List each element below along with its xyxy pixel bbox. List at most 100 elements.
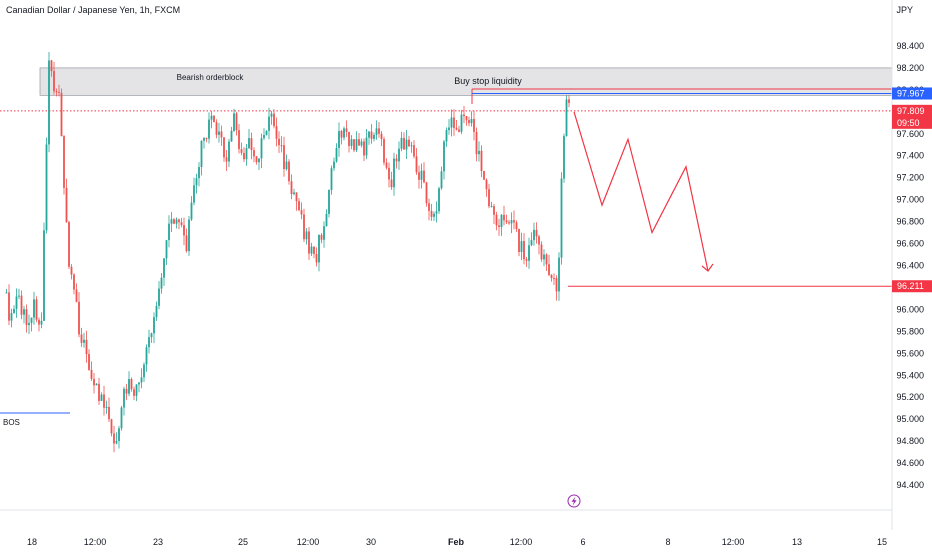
- candle-body: [193, 185, 195, 203]
- candle-body: [20, 295, 23, 315]
- bos-label: BOS: [3, 418, 20, 427]
- candle-body: [513, 220, 515, 223]
- candle-body: [88, 354, 90, 370]
- x-tick-label: 13: [792, 537, 802, 547]
- candle-body: [175, 219, 178, 224]
- candle-body: [353, 139, 355, 151]
- candle-body: [510, 220, 513, 224]
- candle-body: [465, 116, 468, 121]
- chart-title: Canadian Dollar / Japanese Yen, 1h, FXCM: [6, 5, 181, 15]
- candle-body: [423, 170, 425, 183]
- candle-body: [455, 127, 458, 130]
- y-tick-label: 94.800: [896, 436, 924, 446]
- candle-body: [560, 178, 563, 258]
- x-tick-label: 30: [366, 537, 376, 547]
- candle-body: [105, 407, 108, 409]
- candle-body: [45, 144, 48, 231]
- candle-body: [343, 128, 345, 138]
- candle-body: [308, 231, 310, 254]
- candle-body: [350, 139, 353, 146]
- candle-body: [440, 171, 443, 189]
- candle-body: [460, 114, 463, 132]
- candle-body: [170, 219, 173, 224]
- candle-body: [103, 394, 105, 408]
- candle-body: [188, 219, 190, 252]
- x-tick-label: 8: [665, 537, 670, 547]
- candle-body: [450, 117, 453, 128]
- candle-body: [258, 158, 260, 163]
- candle-body: [523, 241, 525, 260]
- candle-body: [268, 116, 270, 131]
- candle-body: [215, 122, 218, 135]
- y-tick-label: 97.200: [896, 173, 924, 183]
- candle-body: [180, 222, 183, 226]
- candle-body: [285, 161, 288, 170]
- candle-body: [348, 131, 350, 146]
- candle-body: [155, 305, 158, 318]
- candle-body: [158, 288, 160, 306]
- projection-path: [573, 111, 709, 272]
- candle-body: [245, 148, 248, 160]
- price-tags: 97.967 97.809 09:50 96.211: [892, 87, 932, 293]
- blue-price-tag: 97.967: [897, 88, 925, 98]
- zone-layer: Bearish orderblock: [39, 67, 893, 96]
- candle-body: [140, 377, 143, 383]
- candle-body: [53, 71, 55, 92]
- candle-body: [533, 229, 535, 241]
- candle-body: [30, 317, 33, 323]
- candle-body: [405, 139, 408, 150]
- level-layer: Buy stop liquidity BOS: [0, 76, 892, 427]
- x-tick-label: 18: [27, 537, 37, 547]
- candle-body: [13, 308, 15, 314]
- candle-body: [395, 158, 398, 162]
- candle-body: [278, 138, 280, 146]
- candle-body: [388, 167, 390, 180]
- y-tick-label: 95.200: [896, 392, 924, 402]
- candle-body: [483, 170, 485, 180]
- candle-body: [148, 337, 150, 348]
- candle-body: [165, 240, 168, 259]
- candle-body: [70, 266, 73, 275]
- candle-body: [335, 147, 338, 162]
- candle-body: [253, 150, 255, 157]
- candle-body: [38, 319, 40, 325]
- candle-body: [518, 229, 520, 252]
- candle-body: [290, 181, 293, 194]
- x-tick-label: 12:00: [510, 537, 533, 547]
- candle-body: [250, 138, 253, 151]
- candle-body: [135, 384, 138, 396]
- candle-body: [508, 222, 510, 224]
- candle-body: [303, 214, 305, 240]
- candle-body: [333, 161, 335, 169]
- candle-body: [305, 231, 308, 240]
- candle-body: [83, 339, 85, 343]
- candle-body: [360, 141, 363, 146]
- x-tick-label: 15: [877, 537, 887, 547]
- candle-body: [280, 145, 283, 147]
- candle-body: [493, 206, 495, 215]
- candle-body: [173, 219, 175, 224]
- candle-body: [373, 134, 375, 139]
- y-tick-label: 96.800: [896, 217, 924, 227]
- candle-body: [520, 241, 523, 252]
- candle-body: [458, 129, 460, 132]
- y-tick-label: 96.600: [896, 239, 924, 249]
- candle-body: [153, 317, 155, 334]
- candle-body: [95, 383, 98, 386]
- candle-body: [98, 383, 100, 401]
- candle-body: [185, 235, 188, 252]
- candle-body: [15, 296, 18, 309]
- candle-body: [5, 292, 8, 294]
- target-price-tag: 96.211: [897, 281, 924, 291]
- candle-body: [110, 419, 113, 434]
- candle-body: [255, 156, 258, 163]
- x-tick-label: 25: [238, 537, 248, 547]
- x-tick-label: 12:00: [84, 537, 107, 547]
- candle-body: [453, 117, 455, 128]
- candle-body: [478, 150, 480, 155]
- blue-price-tag-bg: [892, 87, 932, 100]
- candle-body: [338, 130, 340, 148]
- candle-body: [553, 278, 555, 280]
